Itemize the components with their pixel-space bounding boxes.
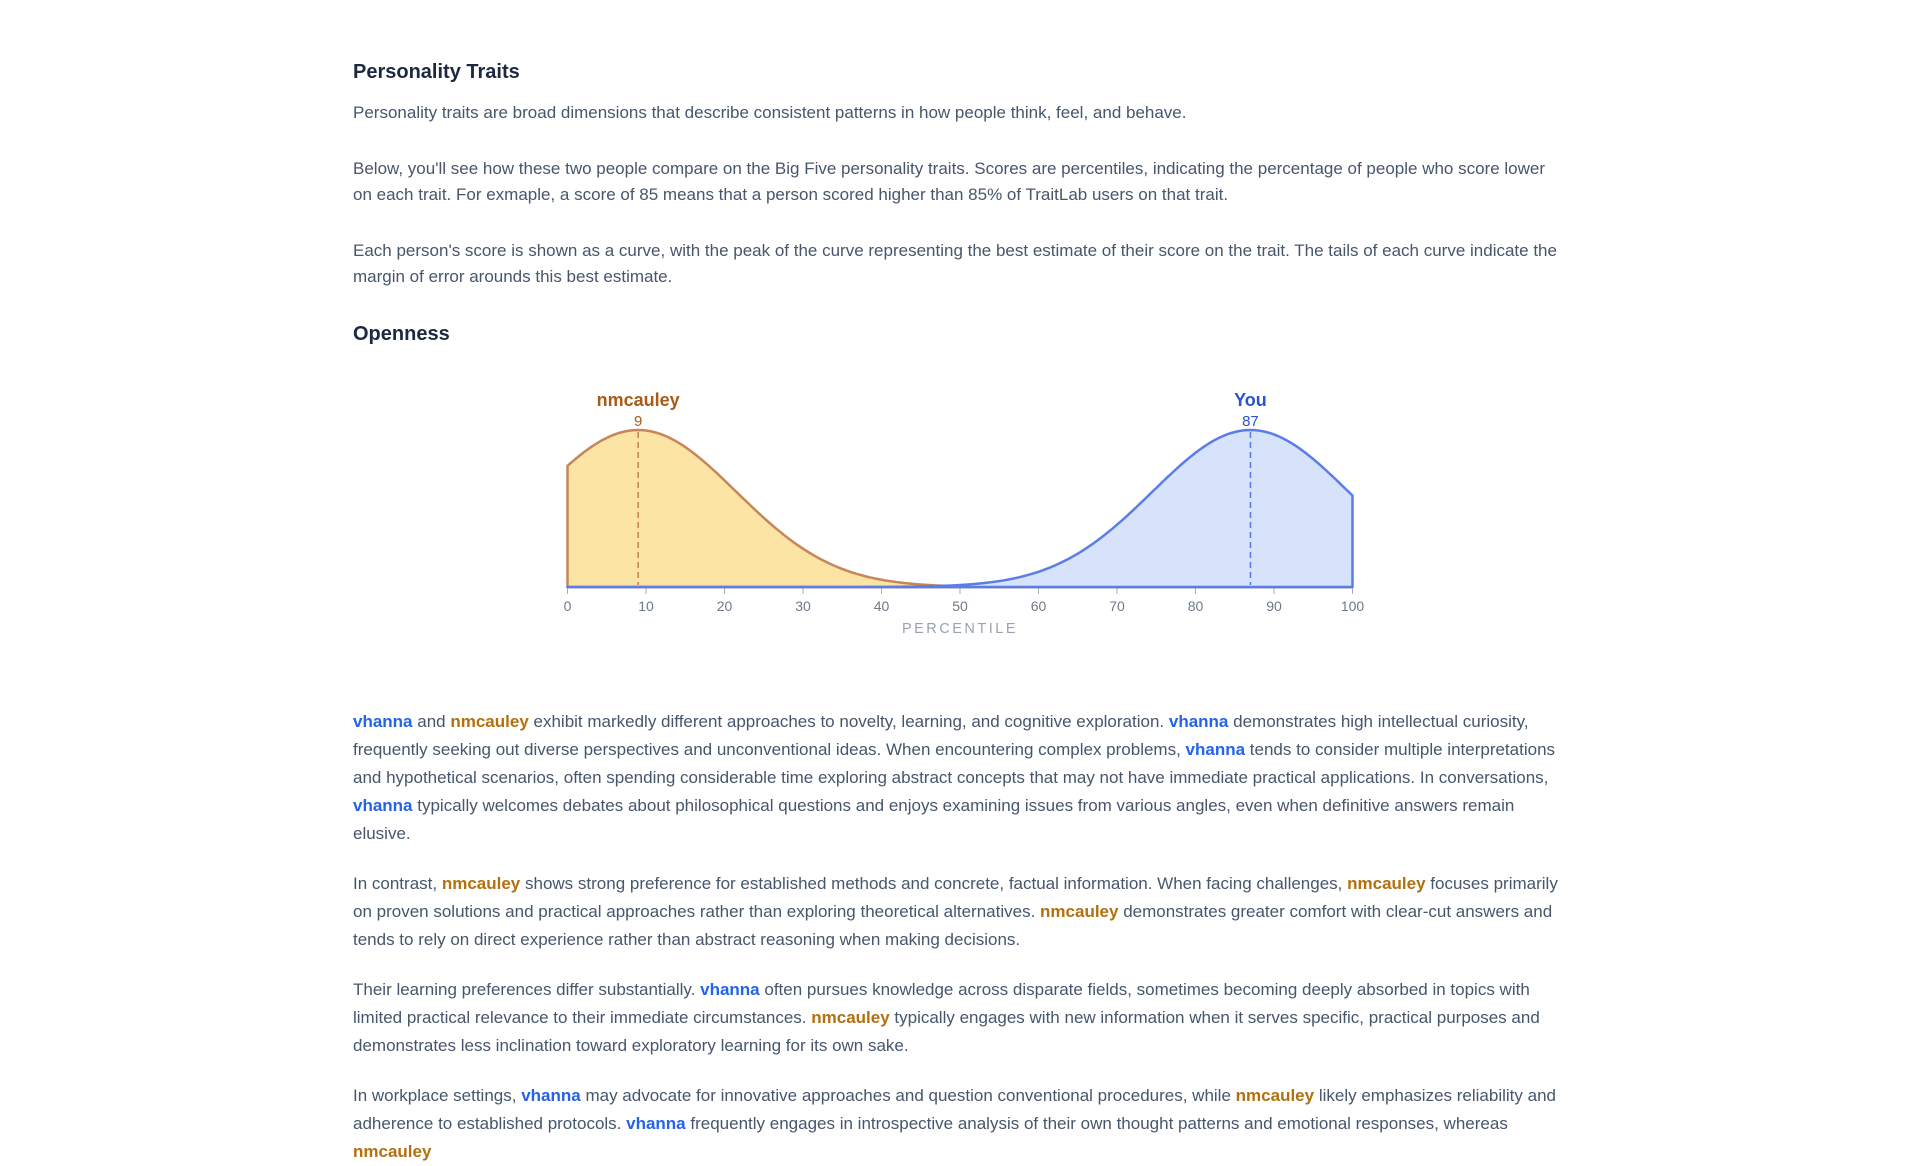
personality-traits-heading: Personality Traits: [353, 61, 520, 83]
person-name-nmcauley: nmcauley: [441, 874, 521, 893]
person-name-nmcauley: nmcauley: [1235, 1086, 1315, 1105]
openness-percentile-chart: 0 10 20 30 40 50 60 70 80 90 100 PERCENTILE nmcauley…: [564, 390, 1365, 637]
person-name-vhanna: vhanna: [700, 980, 760, 999]
comparison-paragraph: In workplace settings, vhanna may advoca…: [353, 1086, 1556, 1161]
person-name-nmcauley: nmcauley: [450, 712, 529, 731]
person-name-vhanna: vhanna: [521, 1086, 581, 1105]
intro-paragraph: Personality traits are broad dimensions …: [353, 103, 1187, 122]
x-axis-tick-label: 0: [564, 598, 572, 614]
report-page: Personality Traits Personality traits ar…: [353, 0, 1567, 1166]
openness-chart-container: 0 10 20 30 40 50 60 70 80 90 100 PERCENTILE nmcauley…: [535, 370, 1385, 640]
curve-score-nmcauley: 9: [634, 413, 642, 430]
x-axis-tick-label: 90: [1266, 598, 1282, 614]
x-axis-tick-label: 100: [1341, 598, 1365, 614]
comparison-paragraph: vhanna and nmcauley exhibit markedly dif…: [353, 712, 1556, 843]
x-axis-tick-label: 10: [638, 598, 654, 614]
x-axis-tick-label: 40: [874, 598, 890, 614]
person-name-vhanna: vhanna: [626, 1114, 686, 1133]
x-axis-tick-label: 60: [1031, 598, 1047, 614]
comparison-paragraph: In contrast, nmcauley shows strong prefe…: [353, 874, 1558, 949]
intro-paragraph: Below, you'll see how these two people c…: [353, 159, 1546, 204]
x-axis-tick-label: 30: [795, 598, 811, 614]
openness-heading: Openness: [353, 323, 450, 345]
comparison-text-section: vhanna and nmcauley exhibit markedly dif…: [353, 708, 1567, 1166]
person-name-vhanna: vhanna: [1168, 712, 1229, 731]
person-name-vhanna: vhanna: [353, 712, 413, 731]
curve-label-you: You: [1234, 390, 1267, 410]
x-axis-title: PERCENTILE: [902, 621, 1018, 637]
person-name-nmcauley: nmcauley: [1347, 874, 1426, 893]
x-axis-tick-label: 20: [717, 598, 733, 614]
intro-paragraph: Each person's score is shown as a curve,…: [353, 241, 1557, 286]
intro-section: Personality traits are broad dimensions …: [353, 100, 1567, 290]
curve-label-nmcauley: nmcauley: [597, 390, 680, 410]
curve-score-you: 87: [1242, 413, 1259, 430]
x-axis-tick-label: 50: [952, 598, 968, 614]
person-name-vhanna: vhanna: [1185, 740, 1246, 759]
person-name-nmcauley: nmcauley: [811, 1008, 890, 1027]
person-name-vhanna: vhanna: [353, 796, 413, 815]
person-name-nmcauley: nmcauley: [1040, 902, 1119, 921]
x-axis-tick-label: 70: [1109, 598, 1125, 614]
score-curve-you: [566, 428, 1354, 589]
comparison-paragraph: Their learning preferences differ substa…: [353, 980, 1540, 1055]
x-axis-tick-label: 80: [1188, 598, 1204, 614]
person-name-nmcauley: nmcauley: [353, 1142, 432, 1161]
